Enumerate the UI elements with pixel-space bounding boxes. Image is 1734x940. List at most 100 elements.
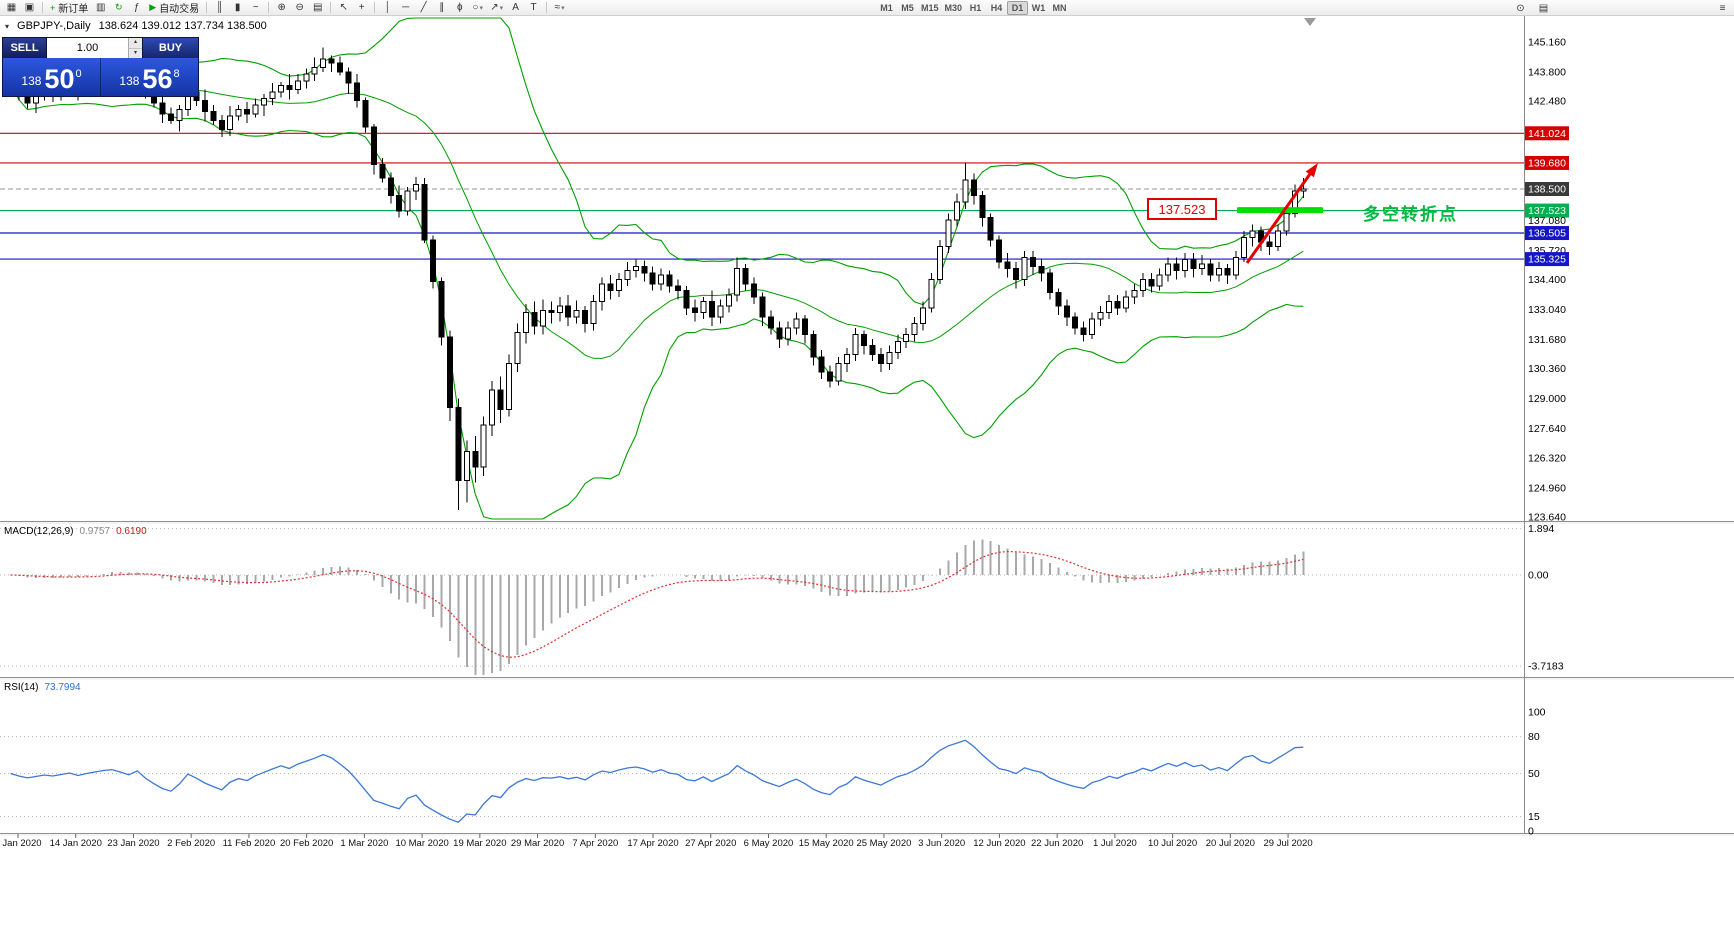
candle-body [962,179,969,203]
timeframe-button-m15[interactable]: M15 [921,3,939,13]
grid-icon[interactable]: ▤ [309,1,326,15]
timeframe-button-w1[interactable]: W1 [1031,3,1046,13]
trend-arrow-head [1305,163,1318,178]
buy-button[interactable]: BUY [142,38,198,58]
candle-body [227,115,234,130]
shapes-tool-icon[interactable]: ○ ▾ [469,1,486,15]
bid-price[interactable]: 138 50 0 [3,58,100,96]
rsi-line [10,739,1304,823]
search-glyph-icon: ⊙ [1516,2,1525,14]
candle-body [1063,305,1070,318]
fibonacci-tool-icon[interactable]: ɸ [451,1,468,15]
zoom-out-icon[interactable]: ⊖ [291,1,308,15]
sell-button[interactable]: SELL [3,38,47,58]
candle-body [244,109,251,115]
volume-increase-button[interactable]: ▴ [129,38,142,49]
new-order-button[interactable]: + 新订单 [47,1,91,16]
timeframe-button-m5[interactable]: M5 [901,3,914,13]
date-axis-label: 20 Feb 2020 [280,838,333,849]
volume-value: 1.00 [76,42,99,54]
candle-body [497,389,504,411]
candle-body [632,265,639,272]
ask-price[interactable]: 138 56 8 [101,58,198,96]
candles-glyph-icon: ▮ [234,2,241,13]
toolbar-separator [546,2,548,13]
rsi-axis-label: 80 [1528,731,1540,743]
channel-tool-icon[interactable]: ∥ [433,1,450,15]
timeframe-button-mn[interactable]: MN [1052,3,1067,13]
candle-body [430,239,436,283]
text-label-tool-icon[interactable]: T [525,1,542,15]
candle-body [1198,263,1205,269]
objects-list-icon[interactable]: ▤ [1535,1,1552,15]
timeframe-button-m1[interactable]: M1 [880,3,893,13]
refresh-icon[interactable]: ↻ [110,1,127,15]
price-axis-label-bg [1525,182,1569,197]
trendline-glyph-icon: ╱ [420,2,427,13]
candle-body [387,177,394,197]
volume-decrease-button[interactable]: ▾ [129,48,142,58]
macd-signal-value: 0.6190 [116,526,147,537]
candle-body [1300,188,1307,192]
price-axis-label: 124.960 [1528,482,1566,494]
search-icon[interactable]: ⊙ [1512,1,1529,15]
rsi-indicator-label: RSI(14) 73.7994 [4,682,81,693]
candle-body [751,283,758,298]
date-axis-label: 27 Apr 2020 [685,838,736,849]
pivot-note-text[interactable]: 多空转折点 [1363,205,1458,224]
rsi-axis-label: 100 [1528,707,1546,719]
chart-shift-marker[interactable] [1304,18,1316,26]
trendline-tool-icon[interactable]: ╱ [415,1,432,15]
candle-body [1080,327,1087,336]
price-annotation-box[interactable]: 137.523 [1147,198,1217,220]
price-axis-label: 137.080 [1528,215,1566,227]
market-watch-icon[interactable]: ▥ [92,1,109,15]
crosshair-icon[interactable]: + [353,1,370,15]
line-chart-icon[interactable]: ~ [247,1,264,15]
volume-input[interactable]: 1.00 ▴ ▾ [47,38,142,58]
horizontal-line-tool-icon[interactable]: ─ [397,1,414,15]
candle-body [303,73,310,82]
rsi-axis-label: 0 [1528,826,1534,838]
ask-pip-digit: 8 [173,68,180,80]
macd-histogram [17,539,1305,675]
bar-chart-icon[interactable]: ║ [211,1,228,15]
candle-body [294,80,301,91]
candle-body [734,267,741,296]
price-axis-label-bg [1525,252,1569,267]
trend-arrow-line[interactable] [1245,173,1312,264]
timeframe-button-d1[interactable]: D1 [1007,1,1029,15]
script-icon[interactable]: ƒ [128,1,145,15]
price-axis-label: 134.400 [1528,274,1566,286]
caret-down-icon: ▾ [479,4,483,12]
timeframe-button-h4[interactable]: H4 [990,3,1003,13]
autotrade-button[interactable]: ▶ 自动交易 [146,1,202,15]
candle-body [337,62,344,73]
cursor-icon[interactable]: ↖ [335,1,352,15]
green-highlight-segment[interactable] [1237,207,1323,214]
arrows-tool-icon[interactable]: ↗ ▾ [487,1,506,15]
new-chart-icon[interactable]: ▦ [3,1,20,15]
candlestick-chart-icon[interactable]: ▮ [229,1,246,15]
vertical-line-tool-icon[interactable]: │ [379,1,396,15]
caret-down-icon: ▾ [561,4,565,12]
overflow-menu-icon[interactable]: ≡ [1714,1,1731,15]
one-click-collapse-icon[interactable]: ▾ [5,21,10,31]
rsi-axis-label: 15 [1528,811,1540,823]
zoom-in-glyph-icon: ⊕ [277,2,286,13]
zoom-in-icon[interactable]: ⊕ [273,1,290,15]
candle-body [480,424,487,468]
timeframe-button-m30[interactable]: M30 [944,3,963,13]
indicators-icon[interactable]: ≈ ▾ [551,1,568,15]
price-axis-label: 126.320 [1528,452,1566,464]
profiles-icon[interactable]: ▣ [21,1,38,15]
price-axis-label: 137.523 [1528,205,1566,217]
date-axis-label: 22 Jun 2020 [1031,838,1083,849]
toolbar: ▦ ▣ + 新订单 ▥ ↻ ƒ ▶ 自动交易 ║ ▮ ~ ⊕ ⊖ ▤ ↖ + │… [0,0,1734,16]
candle-body [624,270,631,280]
date-axis-label: 1 Jul 2020 [1093,838,1137,849]
candle-body [573,309,580,318]
timeframe-button-h1[interactable]: H1 [969,3,982,13]
text-tool-icon[interactable]: A [507,1,524,15]
